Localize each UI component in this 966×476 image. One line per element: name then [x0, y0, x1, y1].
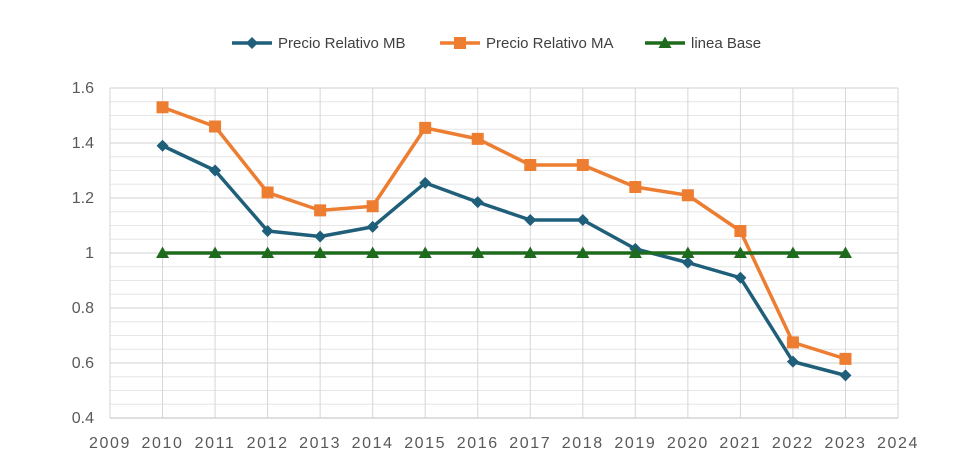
x-tick-label: 2013 — [299, 435, 341, 452]
data-point-marker — [246, 37, 258, 49]
x-tick-label: 2018 — [562, 435, 604, 452]
legend-item: linea Base — [645, 35, 761, 52]
data-point-marker — [454, 37, 466, 49]
data-point-marker — [419, 121, 432, 134]
x-tick-label: 2012 — [247, 435, 289, 452]
x-tick-label: 2014 — [352, 435, 394, 452]
legend: Precio Relativo MB Precio Relativo MA line… — [232, 35, 761, 52]
y-tick-label: 1.2 — [72, 190, 94, 207]
y-tick-label: 1 — [85, 245, 94, 262]
data-point-marker — [629, 181, 642, 193]
x-tick-label: 2015 — [404, 435, 446, 452]
data-point-marker — [209, 164, 222, 177]
x-tick-label: 2009 — [89, 435, 131, 452]
x-tick-label: 2021 — [719, 435, 761, 452]
series-layer — [156, 101, 852, 382]
data-point-marker — [838, 246, 852, 258]
data-point-marker — [314, 230, 327, 243]
x-axis-ticks: 2009 2010 2011 2012 2013 2014 2015 2016 2017 2018… — [89, 435, 919, 452]
data-point-marker — [628, 246, 642, 258]
data-point-marker — [418, 246, 432, 258]
data-point-marker — [261, 246, 275, 258]
x-tick-label: 2024 — [877, 435, 919, 452]
x-tick-label: 2011 — [195, 435, 236, 452]
legend-item: Precio Relativo MA — [440, 35, 614, 52]
legend-item: Precio Relativo MB — [232, 35, 406, 52]
x-tick-label: 2017 — [509, 435, 551, 452]
legend-label: Precio Relativo MA — [486, 35, 614, 52]
data-point-marker — [786, 336, 799, 349]
series-line — [160, 105, 848, 361]
data-point-marker — [313, 246, 327, 258]
data-point-marker — [471, 246, 485, 258]
legend-label: Precio Relativo MB — [278, 35, 406, 52]
data-point-marker — [839, 352, 852, 365]
y-tick-label: 0.6 — [72, 355, 94, 372]
x-tick-label: 2019 — [614, 435, 656, 452]
y-tick-label: 0.4 — [72, 410, 94, 427]
data-point-marker — [786, 246, 800, 258]
x-tick-label: 2016 — [457, 435, 499, 452]
data-point-marker — [576, 159, 589, 171]
data-point-marker — [734, 271, 747, 284]
data-point-marker — [314, 204, 327, 217]
series-2 — [156, 101, 852, 365]
data-point-marker — [261, 186, 274, 199]
data-point-marker — [681, 189, 694, 202]
data-point-marker — [839, 369, 852, 382]
data-point-marker — [733, 246, 747, 258]
data-point-marker — [156, 139, 169, 152]
y-tick-label: 0.8 — [72, 300, 94, 317]
series-1 — [156, 139, 852, 382]
data-point-marker — [209, 120, 222, 133]
data-point-marker — [471, 132, 484, 145]
legend-label: linea Base — [691, 35, 761, 52]
y-tick-label: 1.6 — [72, 80, 94, 97]
data-point-marker — [366, 246, 380, 258]
data-point-marker — [576, 246, 590, 258]
data-point-marker — [523, 246, 537, 258]
data-point-marker — [208, 246, 222, 258]
data-point-marker — [734, 225, 747, 237]
data-point-marker — [524, 159, 537, 171]
data-point-marker — [261, 225, 274, 237]
data-point-marker — [366, 200, 379, 213]
x-tick-label: 2020 — [667, 435, 709, 452]
series-line — [160, 144, 848, 378]
y-tick-label: 1.4 — [72, 135, 94, 152]
data-point-marker — [419, 176, 432, 189]
data-point-marker — [681, 256, 694, 269]
x-tick-label: 2022 — [772, 435, 814, 452]
x-tick-label: 2010 — [142, 435, 184, 452]
data-point-marker — [576, 214, 589, 226]
y-axis-ticks: 0.4 0.6 0.8 1 1.2 1.4 1.6 — [72, 80, 94, 427]
series-3 — [156, 246, 852, 258]
data-point-marker — [471, 196, 484, 209]
data-point-marker — [366, 220, 379, 233]
data-point-marker — [786, 355, 799, 368]
data-point-marker — [658, 36, 672, 48]
data-point-marker — [156, 246, 170, 258]
data-point-marker — [524, 214, 537, 226]
x-tick-label: 2023 — [824, 435, 866, 452]
grid — [109, 87, 899, 419]
data-point-marker — [681, 246, 695, 258]
data-point-marker — [156, 101, 169, 114]
